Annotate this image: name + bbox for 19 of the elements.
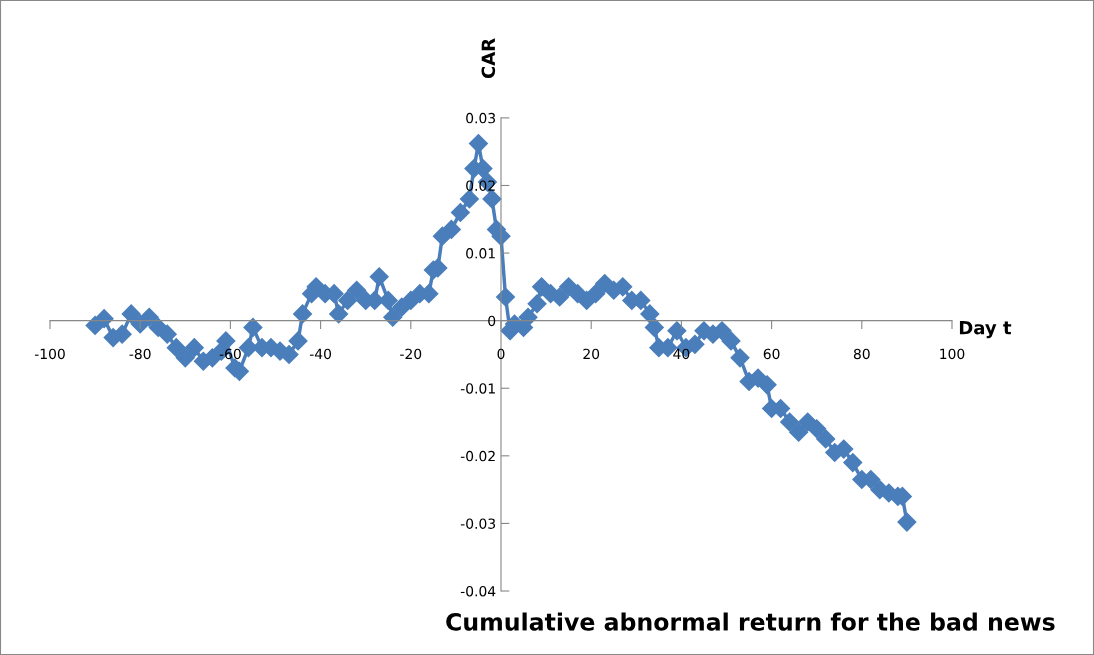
y-tick-label: 0.03 <box>466 112 496 124</box>
y-tick-label: 0 <box>488 315 496 327</box>
x-tick-label: -20 <box>400 348 422 360</box>
x-tick-label: -80 <box>129 348 151 360</box>
x-tick-label: 60 <box>763 348 780 360</box>
x-tick-label: -40 <box>309 348 332 360</box>
text: Cumulative abnormal return for the bad news <box>446 612 1055 631</box>
x-tick-label: 20 <box>583 348 600 360</box>
y-tick-label: 0.01 <box>466 248 495 259</box>
y-axis-title: CAR <box>481 38 496 79</box>
x-tick-label: 100 <box>940 348 965 360</box>
y-tick-label: -0.03 <box>460 518 496 529</box>
x-tick-label: -100 <box>34 348 65 360</box>
x-tick-label: 80 <box>853 348 870 360</box>
x-axis-title: Day t <box>959 321 1012 339</box>
y-tick-label: -0.02 <box>460 450 495 462</box>
y-tick-label: -0.04 <box>460 585 496 597</box>
y-tick-label: -0.01 <box>460 383 495 394</box>
x-tick-label: 0 <box>497 348 505 360</box>
